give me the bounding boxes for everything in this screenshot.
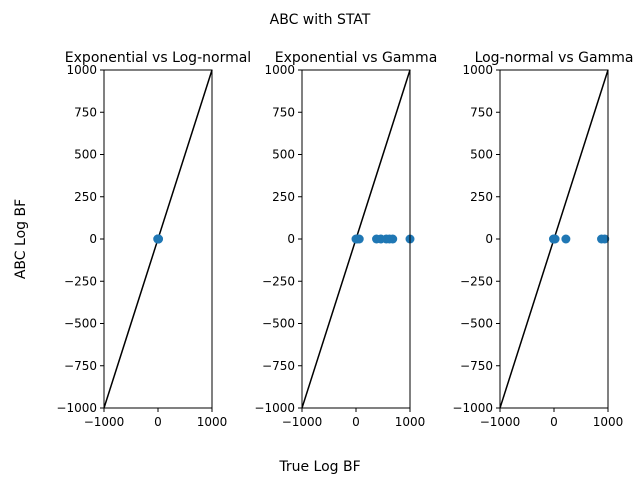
y-tick-label: 250 bbox=[470, 190, 493, 204]
y-tick-label: 250 bbox=[74, 190, 97, 204]
x-tick-label: −1000 bbox=[84, 415, 125, 429]
x-tick-label: −1000 bbox=[282, 415, 323, 429]
y-tick-label: −750 bbox=[64, 359, 97, 373]
data-point-3 bbox=[354, 234, 364, 244]
x-tick-label: 0 bbox=[550, 415, 558, 429]
subplot-3: Log-normal vs Gamma −1000 0 1000 −1000 −750 −5… bbox=[452, 50, 633, 429]
y-tick-label: −250 bbox=[64, 274, 97, 288]
subplot-1: Exponential vs Log-normal −1000 0 1000 −1000… bbox=[56, 50, 251, 429]
data-point-4 bbox=[561, 234, 571, 244]
subplot-panels: Exponential vs Log-normal −1000 0 1000 −1000… bbox=[56, 50, 633, 429]
x-tick-label: 0 bbox=[352, 415, 360, 429]
y-tick-label: −500 bbox=[262, 317, 295, 331]
y-tick-label: 0 bbox=[89, 232, 97, 246]
y-tick-label: 0 bbox=[485, 232, 493, 246]
y-tick-label: 0 bbox=[287, 232, 295, 246]
y-tick-label: −1000 bbox=[254, 401, 295, 415]
y-tick-label: −750 bbox=[262, 359, 295, 373]
x-tick-label: 0 bbox=[154, 415, 162, 429]
data-point-6 bbox=[154, 234, 164, 244]
y-tick-label: 1000 bbox=[264, 63, 295, 77]
x-tick-label: −1000 bbox=[480, 415, 521, 429]
subplot-title: Exponential vs Log-normal bbox=[65, 50, 251, 66]
y-tick-label: −1000 bbox=[452, 401, 493, 415]
y-tick-label: 1000 bbox=[66, 63, 97, 77]
y-tick-label: −250 bbox=[262, 274, 295, 288]
y-tick-label: −750 bbox=[460, 359, 493, 373]
figure-suptitle: ABC with STAT bbox=[270, 12, 371, 28]
data-point-6 bbox=[600, 234, 610, 244]
data-point-8 bbox=[388, 234, 398, 244]
subplot-title: Log-normal vs Gamma bbox=[475, 50, 634, 66]
figure-xlabel: True Log BF bbox=[278, 459, 360, 475]
y-tick-label: 500 bbox=[74, 148, 97, 162]
subplot-2: Exponential vs Gamma −1000 0 1000 −1000 −750 −… bbox=[254, 50, 437, 429]
y-tick-label: 750 bbox=[470, 105, 493, 119]
y-tick-label: −1000 bbox=[56, 401, 97, 415]
x-tick-label: 1000 bbox=[197, 415, 228, 429]
figure-ylabel: ABC Log BF bbox=[13, 199, 29, 279]
y-tick-label: −250 bbox=[460, 274, 493, 288]
y-tick-label: 750 bbox=[272, 105, 295, 119]
x-tick-label: 1000 bbox=[395, 415, 426, 429]
subplot-title: Exponential vs Gamma bbox=[275, 50, 438, 66]
y-tick-label: −500 bbox=[64, 317, 97, 331]
y-tick-label: 500 bbox=[272, 148, 295, 162]
y-tick-label: 500 bbox=[470, 148, 493, 162]
y-tick-label: −500 bbox=[460, 317, 493, 331]
y-tick-label: 750 bbox=[74, 105, 97, 119]
data-point-3 bbox=[550, 234, 560, 244]
x-tick-label: 1000 bbox=[593, 415, 624, 429]
y-tick-label: 250 bbox=[272, 190, 295, 204]
y-tick-label: 1000 bbox=[462, 63, 493, 77]
